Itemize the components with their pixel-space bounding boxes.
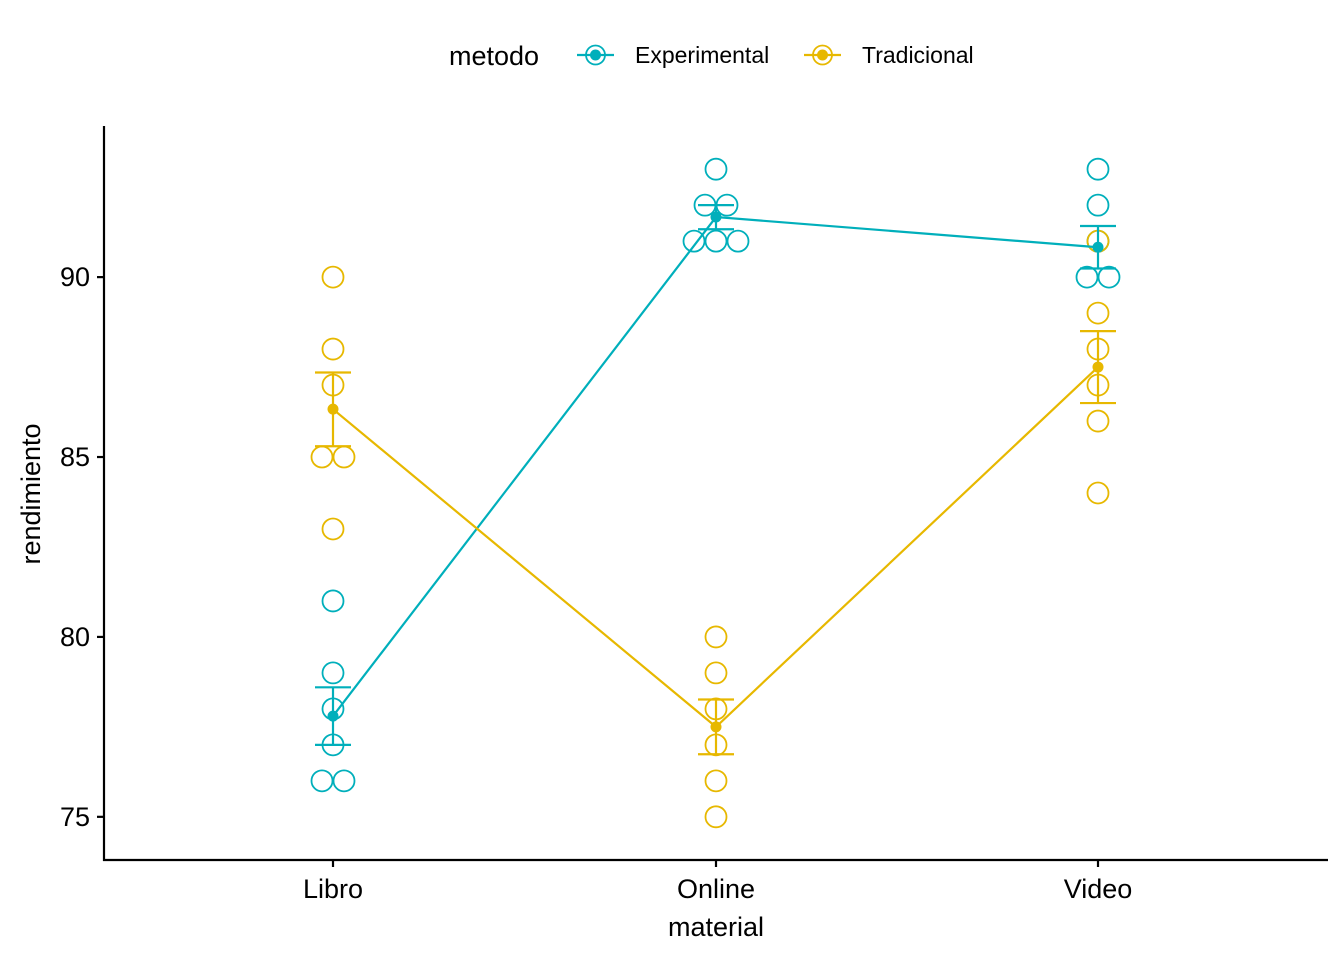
mean-point — [710, 721, 722, 733]
data-point — [1075, 265, 1099, 289]
y-tick-label: 85 — [60, 442, 90, 472]
mean-point — [710, 211, 722, 223]
data-point — [321, 661, 345, 685]
data-point — [310, 769, 334, 793]
legend-dot — [817, 49, 828, 61]
data-point — [682, 229, 706, 253]
legend-items: Experimental Tradicional — [577, 42, 974, 68]
legend-item-experimental: Experimental — [577, 42, 769, 68]
lines-layer — [315, 204, 1116, 756]
legend-label: Experimental — [635, 42, 769, 68]
mean-line — [332, 215, 1099, 717]
series-tradicional — [315, 329, 1116, 756]
legend-item-tradicional: Tradicional — [804, 42, 974, 68]
y-axis-title: rendimiento — [16, 423, 46, 564]
series-layer — [310, 157, 1121, 829]
data-point — [704, 805, 728, 829]
data-point — [704, 769, 728, 793]
x-tick-label: Libro — [303, 874, 363, 904]
x-axis-title: material — [668, 912, 764, 942]
axes: 75 80 85 90 Libro Online Video — [60, 126, 1328, 904]
data-point — [321, 265, 345, 289]
data-point — [1097, 265, 1121, 289]
data-point — [1086, 157, 1110, 181]
legend-label: Tradicional — [862, 42, 974, 68]
legend: metodo Experimental Tradicional — [449, 41, 974, 71]
series-experimental — [315, 204, 1116, 746]
mean-point — [1092, 361, 1104, 373]
data-point — [321, 337, 345, 361]
data-point — [704, 625, 728, 649]
data-point — [332, 769, 356, 793]
data-point — [1086, 481, 1110, 505]
x-tick-label: Online — [677, 874, 755, 904]
mean-point — [327, 403, 339, 415]
data-point — [321, 517, 345, 541]
mean-point — [1092, 241, 1104, 253]
legend-dot — [590, 49, 601, 61]
y-tick-label: 90 — [60, 262, 90, 292]
data-point — [704, 157, 728, 181]
legend-title: metodo — [449, 41, 539, 71]
data-point — [332, 445, 356, 469]
y-tick-label: 80 — [60, 622, 90, 652]
data-point — [704, 661, 728, 685]
data-point — [310, 445, 334, 469]
legend-ring — [812, 44, 833, 66]
data-point — [1086, 301, 1110, 325]
data-point — [1086, 409, 1110, 433]
x-tick-label: Video — [1064, 874, 1133, 904]
mean-point — [327, 710, 339, 722]
data-point — [704, 229, 728, 253]
data-point — [726, 229, 750, 253]
data-point — [321, 589, 345, 613]
legend-ring — [585, 44, 606, 66]
mean-line — [332, 366, 1099, 729]
data-point — [1086, 193, 1110, 217]
y-tick-label: 75 — [60, 802, 90, 832]
